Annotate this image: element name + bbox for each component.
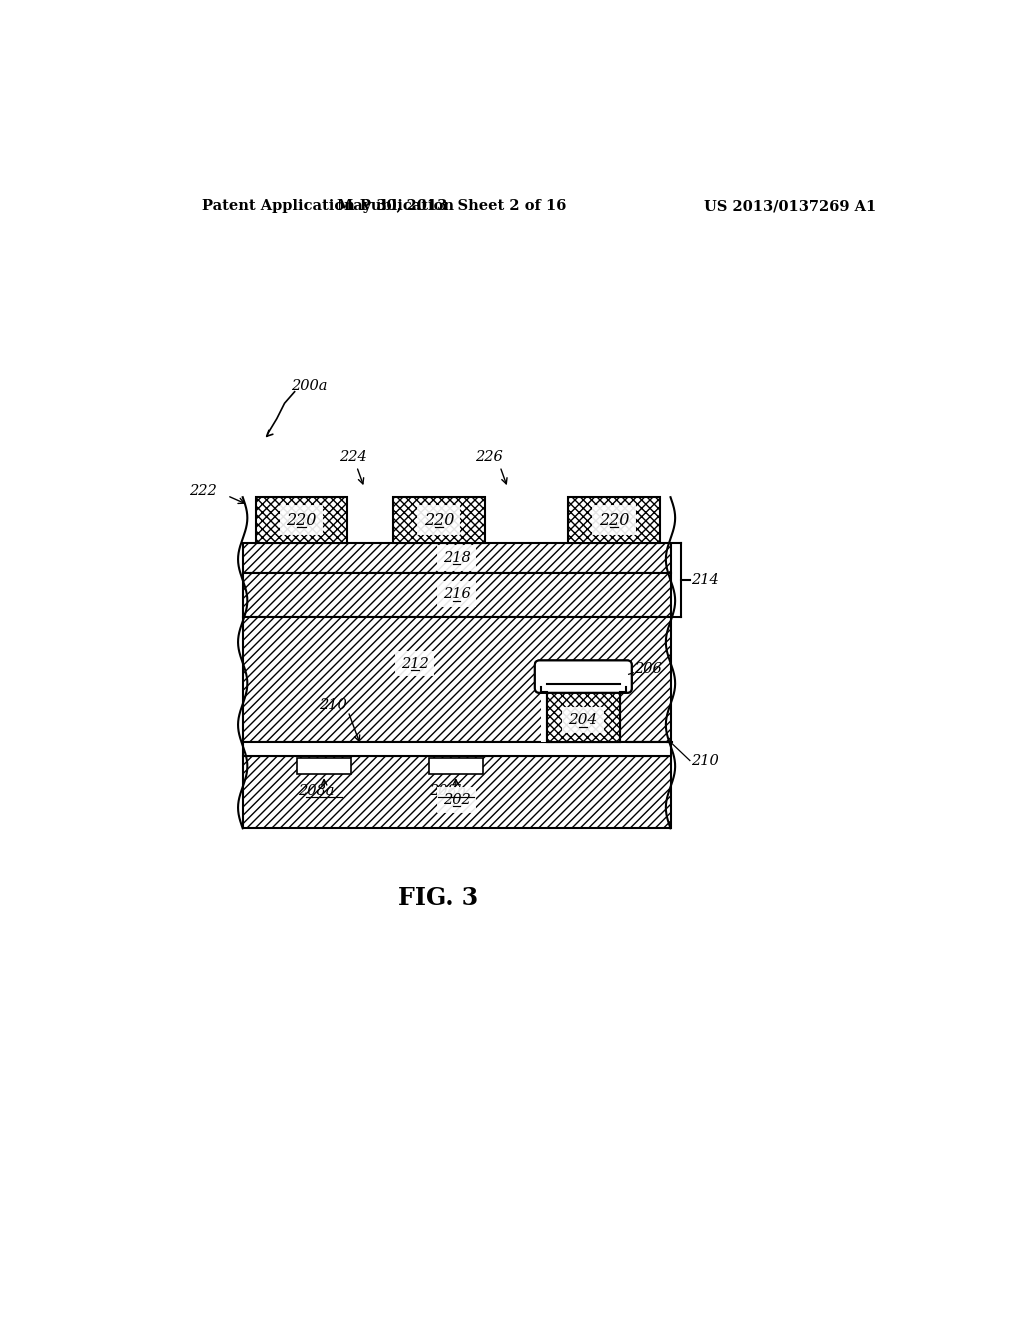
Bar [243,742,671,756]
Text: 212: 212 [400,656,429,671]
Bar [243,616,671,742]
Bar [243,756,671,829]
Text: 204: 204 [568,713,598,727]
Bar [429,758,483,774]
Text: 218: 218 [442,550,470,565]
FancyBboxPatch shape [535,660,632,693]
Text: 226: 226 [475,450,503,465]
Text: 208a: 208a [298,784,335,797]
Text: 220: 220 [599,512,629,529]
Text: 210: 210 [691,754,719,767]
Text: US 2013/0137269 A1: US 2013/0137269 A1 [705,199,877,213]
Bar [243,573,671,616]
Text: 224: 224 [339,450,367,465]
FancyBboxPatch shape [535,660,632,693]
Bar [547,684,621,742]
Bar [256,498,347,544]
Text: 222: 222 [188,484,216,498]
Text: 208b: 208b [429,784,467,797]
Text: 202: 202 [442,793,470,807]
Text: Patent Application Publication: Patent Application Publication [202,199,454,213]
Text: FIG. 3: FIG. 3 [398,886,478,909]
Bar [541,692,614,742]
Text: 220: 220 [424,512,454,529]
Bar [393,498,484,544]
Bar [547,684,621,742]
Text: May 30, 2013  Sheet 2 of 16: May 30, 2013 Sheet 2 of 16 [337,199,566,213]
Bar [297,758,351,774]
Text: 216: 216 [442,587,470,601]
Bar [243,544,671,573]
Text: 200a: 200a [291,379,328,392]
Bar [568,498,659,544]
Text: 214: 214 [691,573,719,587]
Text: 206: 206 [634,661,662,676]
Text: 210: 210 [318,698,346,711]
Text: 220: 220 [287,512,316,529]
